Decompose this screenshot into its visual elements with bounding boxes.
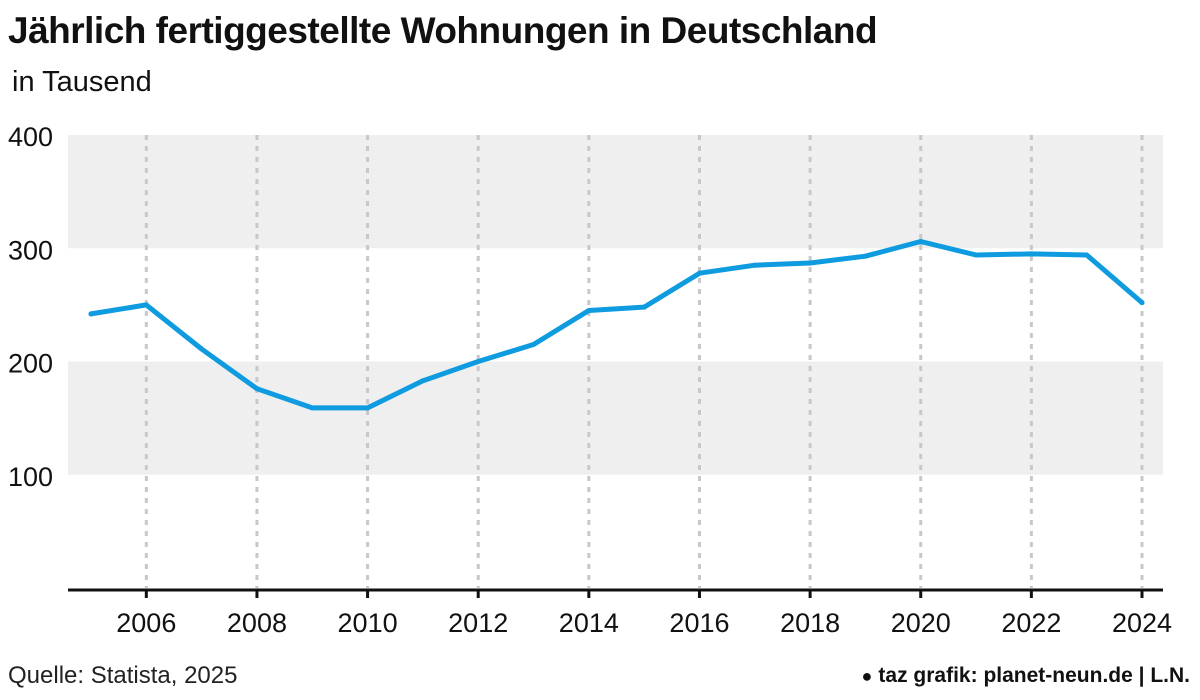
data-point-2009 bbox=[309, 405, 315, 411]
data-point-2023 bbox=[1084, 252, 1090, 258]
y-tick-label-200: 200 bbox=[8, 349, 53, 379]
y-tick-label-100: 100 bbox=[8, 462, 53, 492]
data-point-2016 bbox=[696, 270, 702, 276]
chart-subtitle: in Tausend bbox=[12, 66, 152, 98]
paw-icon: ● bbox=[861, 665, 873, 686]
data-point-2007 bbox=[199, 346, 205, 352]
x-tick-label-2016: 2016 bbox=[669, 608, 729, 638]
data-point-2021 bbox=[973, 252, 979, 258]
x-tick-label-2008: 2008 bbox=[227, 608, 287, 638]
data-point-2005 bbox=[88, 311, 94, 317]
x-tick-label-2018: 2018 bbox=[780, 608, 840, 638]
data-point-2006 bbox=[143, 302, 149, 308]
data-point-2011 bbox=[420, 378, 426, 384]
chart-title: Jährlich fertiggestellte Wohnungen in De… bbox=[8, 10, 878, 51]
data-point-2017 bbox=[752, 262, 758, 268]
data-point-2010 bbox=[365, 405, 371, 411]
x-tick-label-2012: 2012 bbox=[448, 608, 508, 638]
source-note: Quelle: Statista, 2025 bbox=[8, 662, 238, 689]
data-point-2015 bbox=[641, 304, 647, 310]
data-point-2018 bbox=[807, 260, 813, 266]
data-point-2008 bbox=[254, 386, 260, 392]
y-tick-label-300: 300 bbox=[8, 235, 53, 265]
data-point-2012 bbox=[475, 359, 481, 364]
x-tick-label-2014: 2014 bbox=[559, 608, 619, 638]
data-point-2024 bbox=[1139, 300, 1145, 306]
data-point-2022 bbox=[1028, 251, 1034, 257]
x-tick-label-2024: 2024 bbox=[1112, 608, 1172, 638]
data-point-2014 bbox=[586, 308, 592, 314]
x-tick-label-2006: 2006 bbox=[116, 608, 176, 638]
data-point-2013 bbox=[531, 342, 537, 348]
grid-band-100-200 bbox=[68, 361, 1163, 475]
y-tick-label-400: 400 bbox=[8, 122, 53, 152]
series-line-0 bbox=[88, 239, 1145, 411]
data-point-2019 bbox=[862, 253, 868, 259]
grid-band-300-400 bbox=[68, 135, 1163, 249]
x-tick-label-2010: 2010 bbox=[338, 608, 398, 638]
credit-text: taz grafik: planet-neun.de | L.N. bbox=[878, 664, 1190, 687]
x-tick-label-2020: 2020 bbox=[891, 608, 951, 638]
data-point-2020 bbox=[918, 238, 924, 244]
x-tick-label-2022: 2022 bbox=[1001, 608, 1061, 638]
credit-note: ● taz grafik: planet-neun.de | L.N. bbox=[862, 664, 1190, 688]
